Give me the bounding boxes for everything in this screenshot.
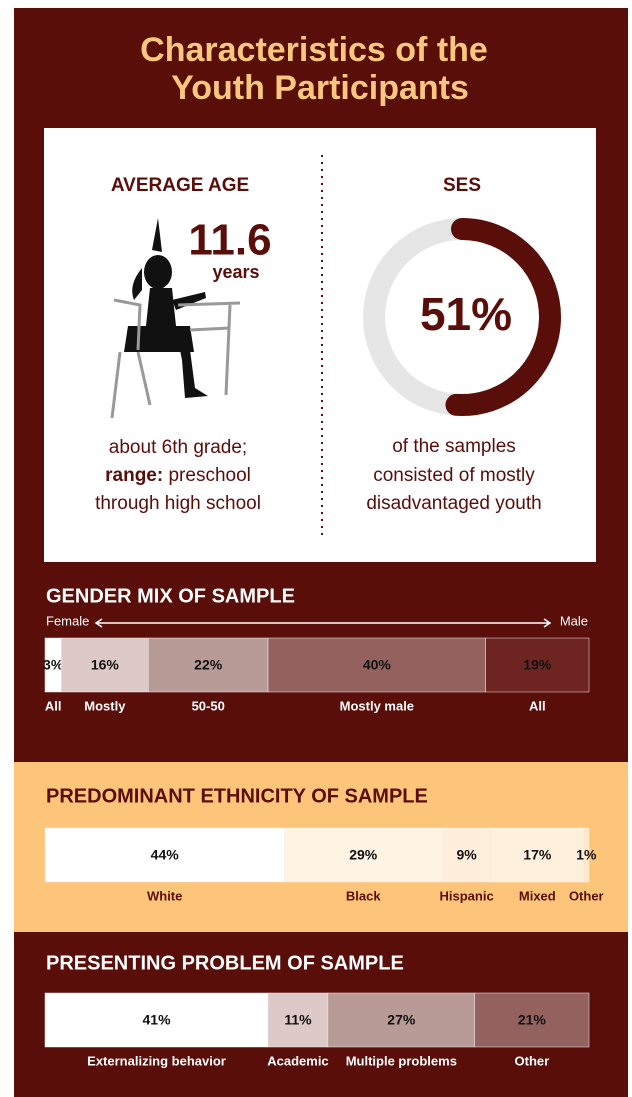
category-label: Hispanic — [440, 888, 494, 903]
ses-note: disadvantaged youth — [366, 493, 541, 514]
category-label: All — [529, 698, 546, 713]
value-label: 27% — [387, 1012, 416, 1028]
category-label: 50-50 — [192, 698, 225, 713]
ses-heading: SES — [443, 175, 481, 196]
value-label: 3% — [43, 657, 64, 673]
category-label: White — [147, 888, 182, 903]
ses-value: 51% — [420, 288, 512, 340]
age-heading: AVERAGE AGE — [111, 175, 249, 196]
category-label: Multiple problems — [346, 1053, 457, 1068]
section-title: GENDER MIX OF SAMPLE — [46, 585, 295, 607]
age-value: 11.6 — [188, 216, 271, 265]
value-label: 16% — [91, 657, 120, 673]
value-label: 44% — [151, 847, 180, 863]
title: Youth Participants — [171, 69, 469, 107]
age-note: range: preschool — [105, 465, 251, 486]
axis-right: Male — [560, 613, 588, 628]
value-label: 11% — [284, 1012, 312, 1028]
girl-icon — [110, 218, 241, 419]
value-label: 40% — [363, 657, 392, 673]
category-label: Other — [515, 1053, 550, 1068]
title: Characteristics of the — [140, 31, 488, 69]
ses-note: consisted of mostly — [373, 465, 535, 486]
value-label: 19% — [523, 657, 552, 673]
bar-segment — [474, 992, 590, 1048]
axis-left: Female — [46, 613, 89, 628]
bar-segment — [327, 992, 476, 1048]
bar-segment — [485, 637, 590, 693]
age-unit: years — [212, 262, 259, 282]
value-label: 1% — [576, 847, 597, 863]
age-note: through high school — [95, 493, 261, 514]
bar-segment — [44, 827, 285, 883]
category-label: Black — [346, 888, 381, 903]
category-label: Mixed — [519, 888, 556, 903]
value-label: 21% — [518, 1012, 547, 1028]
age-note: about 6th grade; — [109, 437, 247, 458]
donut-arc — [445, 218, 561, 416]
ses-note: of the samples — [392, 436, 516, 457]
category-label: Other — [569, 888, 604, 903]
value-label: 17% — [523, 847, 552, 863]
bar-segment — [284, 827, 443, 883]
value-label: 9% — [456, 847, 477, 863]
category-label: Externalizing behavior — [87, 1053, 226, 1068]
arrow — [94, 618, 552, 628]
category-label: All — [45, 698, 62, 713]
category-label: Mostly male — [340, 698, 414, 713]
category-label: Mostly — [84, 698, 126, 713]
bar-segment — [583, 827, 590, 883]
value-label: 41% — [143, 1012, 172, 1028]
section-title: PRESENTING PROBLEM OF SAMPLE — [46, 952, 404, 974]
bar-segment — [148, 637, 269, 693]
value-label: 29% — [349, 847, 378, 863]
range-text: preschool — [168, 465, 250, 486]
bar-segment — [441, 827, 492, 883]
bar-segment — [61, 637, 149, 693]
category-label: Academic — [267, 1053, 328, 1068]
bar-segment — [44, 992, 269, 1048]
value-label: 22% — [194, 657, 223, 673]
range-label: range: — [105, 465, 163, 486]
bar-segment — [490, 827, 584, 883]
section-title: PREDOMINANT ETHNICITY OF SAMPLE — [46, 785, 428, 807]
